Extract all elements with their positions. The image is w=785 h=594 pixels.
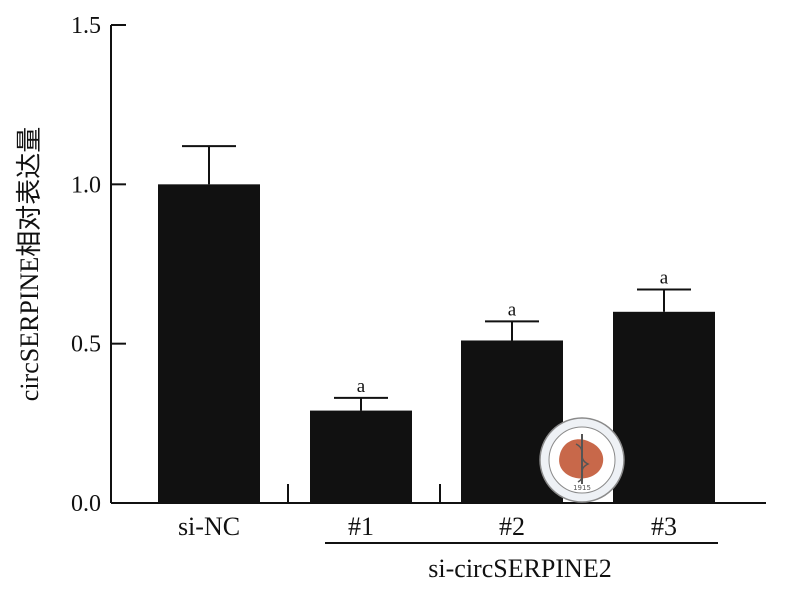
chart-labels: 0.0 0.5 1.0 1.5 si-NC a #1 a #2 a #3 si-circSERPINE… [15, 13, 677, 583]
significance-label-1: a [357, 376, 366, 397]
y-tick-label: 0.0 [71, 491, 101, 517]
y-axis-label: circSERPINE相对表达量 [15, 127, 44, 401]
y-tick-label: 1.5 [71, 13, 101, 39]
bar-0 [158, 184, 260, 504]
x-tick-label-2: #2 [499, 512, 525, 541]
watermark-seal-icon: 1915 [539, 417, 625, 503]
significance-label-3: a [660, 267, 669, 288]
significance-label-2: a [508, 299, 517, 320]
x-tick-label-0: si-NC [178, 512, 240, 541]
bar-3 [613, 311, 715, 503]
x-tick-label-3: #3 [651, 512, 677, 541]
x-tick-label-1: #1 [348, 512, 374, 541]
group-label: si-circSERPINE2 [428, 554, 611, 583]
y-tick-label: 0.5 [71, 332, 101, 358]
watermark-year: 1915 [573, 484, 591, 492]
chart-bars [158, 145, 715, 504]
y-tick-label: 1.0 [71, 172, 101, 198]
bar-1 [310, 410, 412, 503]
